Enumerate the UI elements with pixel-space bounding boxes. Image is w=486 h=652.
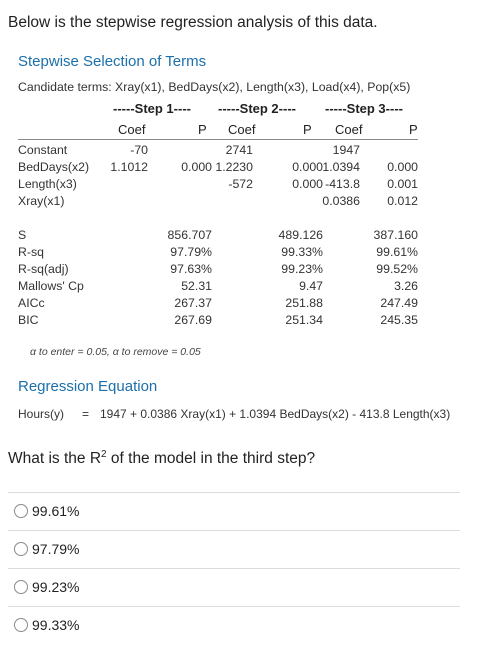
stat-cell: 99.33%	[281, 245, 323, 259]
stat-row-label: R-sq	[18, 245, 44, 259]
candidate-terms: Candidate terms: Xray(x1), BedDays(x2), …	[18, 80, 411, 94]
stat-row-label: R-sq(adj)	[18, 262, 69, 276]
coef-cell: -572	[228, 177, 253, 191]
stat-cell: 9.47	[299, 279, 323, 293]
stat-cell: 3.26	[394, 279, 418, 293]
question-text: What is the R2 of the model in the third…	[8, 449, 316, 468]
radio-button[interactable]	[14, 504, 28, 518]
option-divider	[8, 492, 460, 493]
stat-cell: 251.88	[285, 296, 323, 310]
col-p-3: P	[409, 122, 418, 137]
coef-cell: 0.000	[387, 160, 418, 174]
stat-cell: 489.126	[278, 228, 323, 242]
stepwise-title: Stepwise Selection of Terms	[18, 53, 207, 70]
option-2[interactable]: 97.79%	[8, 531, 460, 568]
coef-cell: 0.000	[181, 160, 212, 174]
stat-cell: 856.707	[167, 228, 212, 242]
coef-cell: -70	[130, 143, 148, 157]
coef-cell: 0.000	[292, 160, 323, 174]
stat-cell: 251.34	[285, 313, 323, 327]
col-p-1: P	[198, 122, 207, 137]
step2-header: -----Step 2----	[218, 101, 296, 116]
stat-cell: 99.61%	[376, 245, 418, 259]
stat-cell: 247.49	[380, 296, 418, 310]
option-divider	[8, 606, 460, 607]
coef-cell: 0.012	[387, 194, 418, 208]
stat-cell: 99.52%	[376, 262, 418, 276]
stat-row-label: BIC	[18, 313, 39, 327]
header-rule	[18, 139, 418, 140]
coef-cell: 1.1012	[110, 160, 148, 174]
option-label: 99.33%	[32, 617, 80, 633]
coef-row-label: Xray(x1)	[18, 194, 65, 208]
eq-sign: =	[82, 407, 90, 421]
coef-cell: 1.2230	[215, 160, 253, 174]
coef-cell: 1947	[332, 143, 360, 157]
option-label: 99.23%	[32, 579, 80, 595]
radio-button[interactable]	[14, 580, 28, 594]
option-1[interactable]: 99.61%	[8, 493, 460, 530]
stat-cell: 97.79%	[170, 245, 212, 259]
coef-cell: -413.8	[325, 177, 360, 191]
intro-text: Below is the stepwise regression analysi…	[8, 14, 378, 31]
stat-row-label: S	[18, 228, 27, 242]
stat-cell: 99.23%	[281, 262, 323, 276]
option-divider	[8, 568, 460, 569]
option-3[interactable]: 99.23%	[8, 569, 460, 606]
coef-cell: 0.001	[387, 177, 418, 191]
coef-cell: 0.0386	[322, 194, 360, 208]
stat-cell: 267.69	[174, 313, 212, 327]
col-coef-1: Coef	[118, 122, 146, 137]
stat-cell: 387.160	[373, 228, 418, 242]
radio-button[interactable]	[14, 618, 28, 632]
step1-header: -----Step 1----	[113, 101, 191, 116]
stat-row-label: AICc	[18, 296, 45, 310]
option-4[interactable]: 99.33%	[8, 607, 460, 644]
coef-cell: 2741	[225, 143, 253, 157]
eq-rhs: 1947 + 0.0386 Xray(x1) + 1.0394 BedDays(…	[100, 407, 451, 421]
coef-row-label: BedDays(x2)	[18, 160, 90, 174]
regression-title: Regression Equation	[18, 378, 158, 395]
stat-row-label: Mallows' Cp	[18, 279, 84, 293]
stat-cell: 245.35	[380, 313, 418, 327]
eq-lhs: Hours(y)	[18, 407, 65, 421]
option-divider	[8, 530, 460, 531]
coef-row-label: Constant	[18, 143, 68, 157]
radio-button[interactable]	[14, 542, 28, 556]
stat-cell: 267.37	[174, 296, 212, 310]
alpha-footnote: α to enter = 0.05, α to remove = 0.05	[30, 346, 201, 358]
col-p-2: P	[303, 122, 312, 137]
coef-cell: 0.000	[292, 177, 323, 191]
option-label: 97.79%	[32, 541, 80, 557]
option-label: 99.61%	[32, 503, 80, 519]
col-coef-2: Coef	[228, 122, 256, 137]
stat-cell: 97.63%	[170, 262, 212, 276]
col-coef-3: Coef	[335, 122, 363, 137]
coef-row-label: Length(x3)	[18, 177, 77, 191]
coef-cell: 1.0394	[322, 160, 360, 174]
step3-header: -----Step 3----	[325, 101, 403, 116]
stat-cell: 52.31	[181, 279, 212, 293]
